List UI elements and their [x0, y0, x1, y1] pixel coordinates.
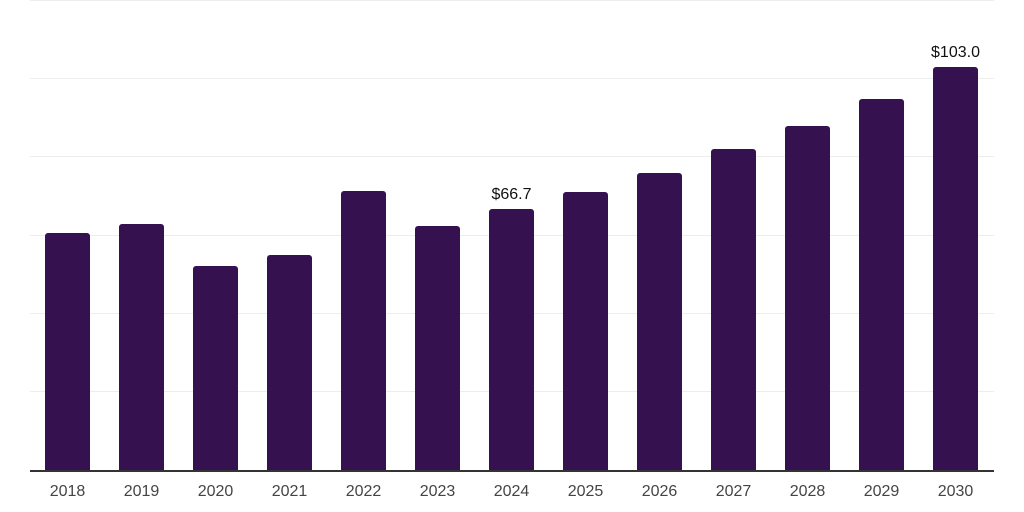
bars-container: $66.7 $103.0: [30, 1, 994, 470]
bar-slot-2020: [193, 1, 238, 470]
x-axis-labels: 2018 2019 2020 2021 2022 2023 2024 2025 2026 2027…: [30, 483, 994, 501]
x-tick-label-2030: 2030: [937, 483, 974, 500]
bar-slot-2029: [859, 1, 904, 470]
x-tick-label-2021: 2021: [271, 483, 308, 500]
bar-2021: [267, 254, 312, 470]
bar-slot-2030: $103.0: [931, 1, 980, 470]
x-axis-line: [30, 470, 994, 472]
x-tick-label-2025: 2025: [567, 483, 604, 500]
data-label-2030: $103.0: [931, 44, 980, 62]
bar-2026: [637, 172, 682, 470]
bar-2024: [489, 209, 534, 470]
bar-2022: [341, 190, 386, 470]
bar-slot-2025: [563, 1, 608, 470]
plot-area: $66.7 $103.0: [30, 0, 994, 470]
bar-2019: [119, 223, 164, 470]
bar-slot-2022: [341, 1, 386, 470]
bar-2020: [193, 265, 238, 470]
x-tick-label-2020: 2020: [197, 483, 234, 500]
gridline-120: [30, 0, 994, 1]
x-tick-label-2022: 2022: [345, 483, 382, 500]
x-tick-label-2027: 2027: [715, 483, 752, 500]
data-label-2024: $66.7: [491, 186, 532, 204]
bar-2029: [859, 99, 904, 470]
x-tick-label-2026: 2026: [641, 483, 678, 500]
gridline-100: [30, 78, 994, 80]
gridline-80: [30, 156, 994, 158]
bar-slot-2023: [415, 1, 460, 470]
bar-2027: [711, 149, 756, 470]
bar-2030: [933, 67, 978, 470]
x-tick-label-2028: 2028: [789, 483, 826, 500]
bar-slot-2024: $66.7: [489, 1, 534, 470]
bar-2028: [785, 126, 830, 470]
x-tick-label-2019: 2019: [123, 483, 160, 500]
x-tick-label-2024: 2024: [493, 483, 530, 500]
bar-2018: [45, 232, 90, 470]
x-tick-label-2023: 2023: [419, 483, 456, 500]
bar-slot-2026: [637, 1, 682, 470]
x-tick-label-2018: 2018: [49, 483, 86, 500]
x-tick-label-2029: 2029: [863, 483, 900, 500]
bar-slot-2028: [785, 1, 830, 470]
bar-slot-2018: [45, 1, 90, 470]
bar-slot-2021: [267, 1, 312, 470]
bar-2023: [415, 225, 460, 470]
bar-2025: [563, 191, 608, 470]
bar-slot-2027: [711, 1, 756, 470]
bar-slot-2019: [119, 1, 164, 470]
